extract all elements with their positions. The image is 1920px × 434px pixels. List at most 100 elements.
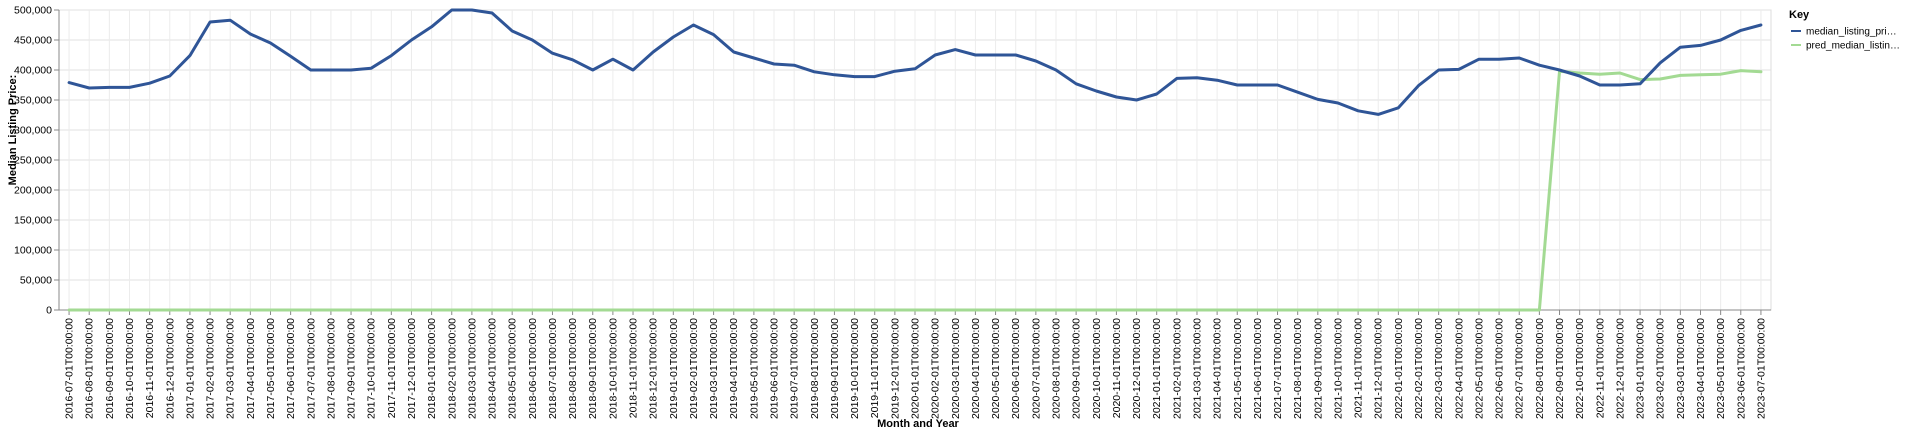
legend: Key median_listing_pri… pred_median_listi… [1789, 9, 1900, 52]
x-tick-label: 2018-05-01T00:00:00 [507, 318, 519, 419]
y-tick-label: 50,000 [20, 275, 52, 287]
x-tick-label: 2020-05-01T00:00:00 [990, 318, 1002, 419]
legend-label: median_listing_pri… [1806, 27, 1897, 38]
x-tick-label: 2023-02-01T00:00:00 [1655, 318, 1667, 419]
x-tick-label: 2023-01-01T00:00:00 [1635, 318, 1647, 419]
x-tick-label: 2022-10-01T00:00:00 [1574, 318, 1586, 419]
x-tick-label: 2021-06-01T00:00:00 [1252, 318, 1264, 419]
x-tick-label: 2021-08-01T00:00:00 [1292, 318, 1304, 419]
x-tick-label: 2019-01-01T00:00:00 [668, 318, 680, 419]
x-tick-label: 2022-01-01T00:00:00 [1393, 318, 1405, 419]
gridlines [58, 9, 1772, 311]
x-tick-label: 2022-02-01T00:00:00 [1413, 318, 1425, 419]
y-axis-title: Median Listing Price: [7, 75, 19, 186]
x-tick-label: 2022-08-01T00:00:00 [1534, 318, 1546, 419]
x-tick-label: 2016-08-01T00:00:00 [84, 318, 96, 419]
x-tick-label: 2017-06-01T00:00:00 [285, 318, 297, 419]
x-tick-label: 2020-01-01T00:00:00 [910, 318, 922, 419]
x-tick-label: 2017-07-01T00:00:00 [305, 318, 317, 419]
y-tick-label: 0 [46, 305, 52, 317]
x-tick-label: 2018-04-01T00:00:00 [487, 318, 499, 419]
axes: 0 50,000 100,000 150,000 200,000 250,000 300,0… [14, 5, 1771, 419]
x-tick-label: 2017-05-01T00:00:00 [265, 318, 277, 419]
x-tick-label: 2018-08-01T00:00:00 [567, 318, 579, 419]
legend-title: Key [1789, 9, 1810, 21]
series-lines [67, 8, 1763, 312]
x-tick-label: 2020-04-01T00:00:00 [970, 318, 982, 419]
x-tick-label: 2016-09-01T00:00:00 [104, 318, 116, 419]
x-tick-label: 2022-06-01T00:00:00 [1494, 318, 1506, 419]
x-tick-label: 2023-06-01T00:00:00 [1735, 318, 1747, 419]
x-tick-label: 2021-09-01T00:00:00 [1312, 318, 1324, 419]
x-tick-label: 2023-07-01T00:00:00 [1755, 318, 1767, 419]
x-tick-label: 2020-09-01T00:00:00 [1071, 318, 1083, 419]
x-tick-label: 2020-02-01T00:00:00 [930, 318, 942, 419]
legend-label: pred_median_listin… [1806, 41, 1900, 52]
x-tick-label: 2020-11-01T00:00:00 [1111, 318, 1123, 418]
x-tick-label: 2018-03-01T00:00:00 [466, 318, 478, 419]
y-tick-label: 300,000 [14, 125, 52, 137]
x-tick-label: 2017-03-01T00:00:00 [225, 318, 237, 419]
x-tick-label: 2021-10-01T00:00:00 [1332, 318, 1344, 419]
x-tick-label: 2017-11-01T00:00:00 [386, 318, 398, 418]
x-tick-label: 2016-11-01T00:00:00 [144, 318, 156, 418]
x-tick-label: 2021-01-01T00:00:00 [1151, 318, 1163, 419]
x-tick-label: 2017-12-01T00:00:00 [406, 318, 418, 419]
x-tick-label: 2022-11-01T00:00:00 [1594, 318, 1606, 418]
x-tick-label: 2022-04-01T00:00:00 [1453, 318, 1465, 419]
y-tick-label: 350,000 [14, 95, 52, 107]
x-tick-label: 2022-09-01T00:00:00 [1554, 318, 1566, 419]
x-tick-label: 2017-02-01T00:00:00 [205, 318, 217, 419]
x-tick-label: 2022-03-01T00:00:00 [1433, 318, 1445, 419]
x-tick-label: 2021-12-01T00:00:00 [1373, 318, 1385, 419]
x-tick-label: 2018-06-01T00:00:00 [527, 318, 539, 419]
x-tick-label: 2019-06-01T00:00:00 [769, 318, 781, 419]
y-tick-label: 200,000 [14, 185, 52, 197]
x-tick-label: 2022-12-01T00:00:00 [1614, 318, 1626, 419]
y-tick-label: 400,000 [14, 65, 52, 77]
x-tick-label: 2019-02-01T00:00:00 [688, 318, 700, 419]
series-line-pred-median-listing-price [67, 69, 1763, 312]
x-tick-label: 2017-09-01T00:00:00 [346, 318, 358, 419]
x-tick-label: 2017-10-01T00:00:00 [366, 318, 378, 419]
x-tick-label: 2020-06-01T00:00:00 [1010, 318, 1022, 419]
x-tick-label: 2019-10-01T00:00:00 [849, 318, 861, 419]
x-tick-label: 2020-03-01T00:00:00 [950, 318, 962, 419]
x-tick-label: 2018-09-01T00:00:00 [587, 318, 599, 419]
x-tick-label: 2020-08-01T00:00:00 [1050, 318, 1062, 419]
x-tick-label: 2021-03-01T00:00:00 [1191, 318, 1203, 419]
x-tick-label: 2019-08-01T00:00:00 [809, 318, 821, 419]
y-tick-label: 500,000 [14, 5, 52, 17]
y-tick-label: 150,000 [14, 215, 52, 227]
x-tick-label: 2018-07-01T00:00:00 [547, 318, 559, 419]
x-tick-label: 2018-01-01T00:00:00 [426, 318, 438, 419]
y-tick-label: 250,000 [14, 155, 52, 167]
x-tick-label: 2022-07-01T00:00:00 [1514, 318, 1526, 419]
x-tick-label: 2020-10-01T00:00:00 [1091, 318, 1103, 419]
x-tick-label: 2018-12-01T00:00:00 [648, 318, 660, 419]
x-tick-label: 2019-07-01T00:00:00 [789, 318, 801, 419]
x-tick-label: 2020-12-01T00:00:00 [1131, 318, 1143, 419]
x-tick-label: 2019-04-01T00:00:00 [728, 318, 740, 419]
x-tick-label: 2018-02-01T00:00:00 [446, 318, 458, 419]
x-tick-label: 2023-05-01T00:00:00 [1715, 318, 1727, 419]
y-tick-label: 450,000 [14, 35, 52, 47]
x-tick-label: 2021-07-01T00:00:00 [1272, 318, 1284, 419]
x-tick-label: 2017-04-01T00:00:00 [245, 318, 257, 419]
x-tick-label: 2021-11-01T00:00:00 [1353, 318, 1365, 418]
x-tick-label: 2017-08-01T00:00:00 [325, 318, 337, 419]
x-axis-title: Month and Year [877, 418, 959, 430]
x-tick-label: 2017-01-01T00:00:00 [184, 318, 196, 419]
x-tick-label: 2018-10-01T00:00:00 [607, 318, 619, 419]
x-tick-label: 2019-05-01T00:00:00 [748, 318, 760, 419]
x-tick-label: 2016-12-01T00:00:00 [164, 318, 176, 419]
x-tick-label: 2018-11-01T00:00:00 [628, 318, 640, 418]
x-tick-label: 2021-05-01T00:00:00 [1232, 318, 1244, 419]
y-tick-label: 100,000 [14, 245, 52, 257]
x-tick-label: 2016-10-01T00:00:00 [124, 318, 136, 419]
x-tick-label: 2023-03-01T00:00:00 [1675, 318, 1687, 419]
x-tick-label: 2021-02-01T00:00:00 [1171, 318, 1183, 419]
x-tick-label: 2023-04-01T00:00:00 [1695, 318, 1707, 419]
x-tick-label: 2020-07-01T00:00:00 [1030, 318, 1042, 419]
